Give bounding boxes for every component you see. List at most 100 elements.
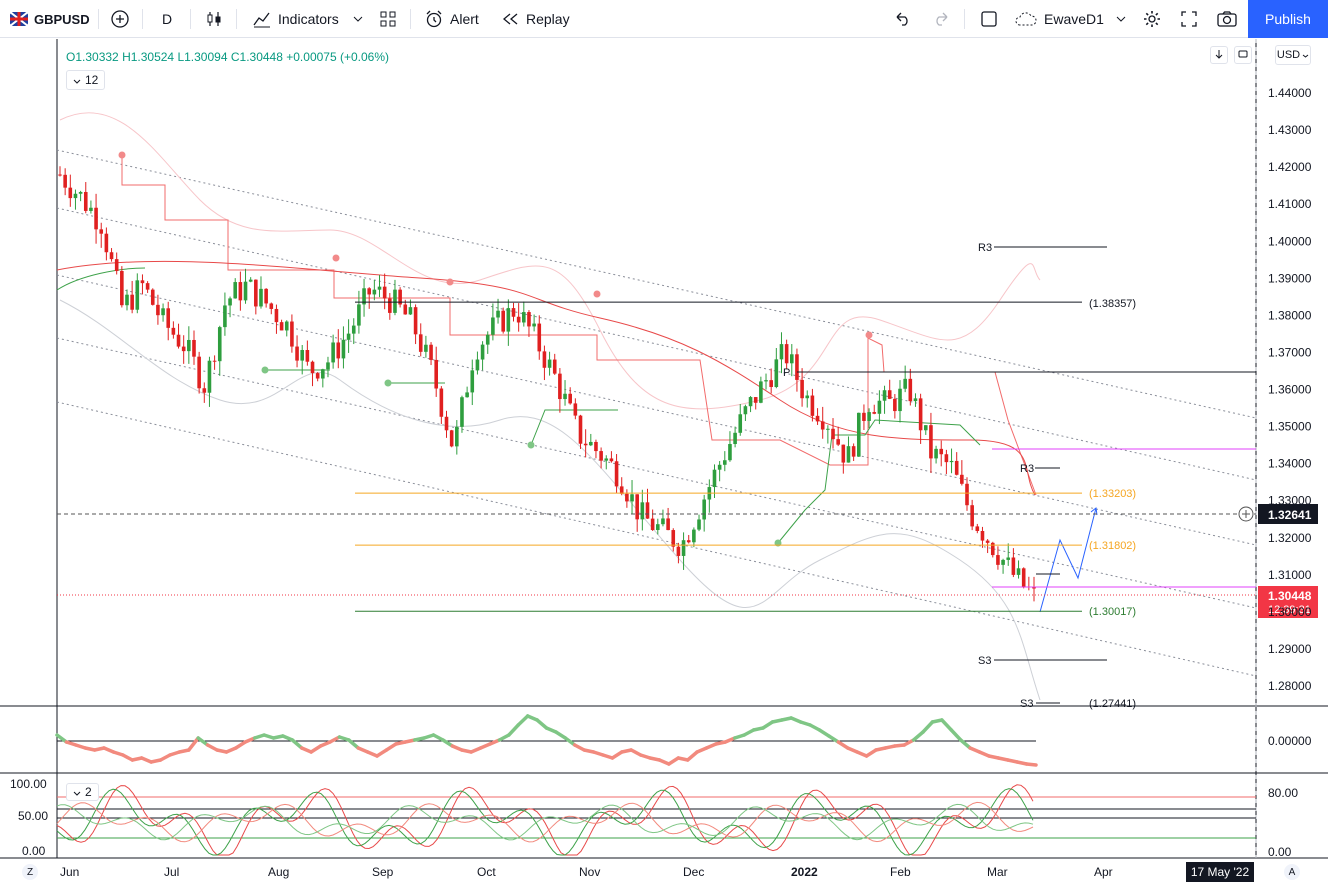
signal-dot: [261, 366, 269, 374]
candle-body: [341, 339, 346, 359]
chevron-down-icon: [1116, 16, 1126, 22]
templates-button[interactable]: [378, 0, 398, 38]
candle-body: [449, 430, 454, 447]
alert-label: Alert: [450, 11, 479, 27]
candle-body: [815, 415, 820, 422]
candle-body: [362, 288, 366, 305]
candle-body: [491, 317, 495, 335]
price-tick-label: 1.28000: [1268, 679, 1312, 693]
compare-button[interactable]: [110, 0, 130, 38]
publish-button[interactable]: Publish: [1248, 0, 1328, 38]
collapse-indicators-button[interactable]: 12: [66, 70, 106, 90]
osc1-segment: [507, 723, 521, 737]
osc1-segment: [441, 738, 455, 748]
collapse-osc-button[interactable]: 2: [66, 783, 99, 801]
candle-body: [893, 398, 897, 412]
candle-body: [898, 388, 902, 412]
osc1-segment: [761, 720, 775, 730]
auto-scale-button[interactable]: A: [1284, 864, 1300, 880]
layout-menu[interactable]: EwaveD1: [1014, 0, 1126, 38]
redo-icon: [932, 12, 950, 26]
candle-body: [975, 526, 980, 531]
candle-body: [207, 360, 212, 393]
candle-body: [109, 252, 114, 260]
osc1-segment: [836, 740, 850, 750]
alert-button[interactable]: Alert: [424, 0, 479, 38]
osc2-slow-line: [56, 801, 1034, 843]
candle-body: [738, 414, 743, 433]
osc1-segment: [158, 753, 172, 762]
candle-body: [357, 304, 361, 326]
snapshot-button[interactable]: [1216, 0, 1238, 38]
channel-line: [56, 274, 1257, 546]
currency-label: USD: [1276, 49, 1301, 61]
candle-body: [527, 312, 531, 327]
candle-body: [501, 310, 505, 332]
osc1-segment: [347, 738, 360, 750]
interval-label: D: [162, 11, 173, 27]
osc1-segment: [808, 723, 822, 732]
settings-button[interactable]: [1142, 0, 1162, 38]
candle-body: [929, 425, 933, 459]
undo-button[interactable]: [894, 0, 912, 38]
candle-body: [820, 421, 825, 430]
candle-body: [58, 174, 62, 176]
candle-body: [73, 193, 78, 199]
candle-body: [728, 444, 732, 461]
candle-body: [630, 494, 634, 502]
candle-body: [990, 542, 995, 556]
fullscreen-layout-button[interactable]: [980, 0, 998, 38]
maximize-pane-button[interactable]: [1234, 46, 1252, 64]
level-label: (1.33203): [1089, 488, 1136, 500]
redo-button[interactable]: [932, 0, 950, 38]
osc2-left-tick: 50.00: [18, 809, 48, 823]
channel-line: [56, 401, 1257, 677]
candle-body: [568, 393, 572, 404]
candle-body: [661, 518, 665, 525]
currency-button[interactable]: USD: [1275, 45, 1311, 65]
price-tick-label: 1.38000: [1268, 308, 1312, 322]
camera-icon: [1216, 10, 1238, 28]
candle-body: [161, 308, 165, 316]
candle-body: [166, 308, 171, 328]
candle-body: [94, 207, 98, 230]
candle-body: [516, 316, 521, 323]
candle-body: [1011, 557, 1016, 575]
price-tick-label: 1.43000: [1268, 123, 1312, 137]
osc2-left-tick: 100.00: [10, 777, 47, 791]
projection-arrow-icon: [1090, 507, 1098, 516]
candle-body: [841, 444, 846, 463]
candle-body: [63, 174, 67, 188]
time-tick-label: Aug: [268, 865, 289, 879]
chevron-down-icon: [73, 785, 81, 799]
candle-body: [882, 390, 887, 401]
candle-body: [537, 323, 542, 352]
fullscreen-button[interactable]: [1180, 0, 1198, 38]
top-toolbar: GBPUSD D Indicators Alert Replay EwaveD1: [0, 0, 1328, 38]
candle-body: [619, 486, 624, 494]
candle-body: [769, 380, 773, 388]
candle-body: [439, 388, 444, 417]
candle-body: [295, 346, 299, 361]
projection-wave: [1039, 507, 1097, 613]
indicators-button[interactable]: Indicators: [252, 0, 363, 38]
osc1-segment: [375, 748, 389, 758]
chart-type-button[interactable]: [204, 0, 224, 38]
candle-body: [985, 540, 990, 543]
candle-body: [908, 378, 913, 402]
osc1-segment: [685, 750, 699, 762]
candle-body: [949, 460, 954, 463]
candle-body: [480, 344, 485, 360]
scroll-down-button[interactable]: [1210, 46, 1228, 64]
crosshair-price-label: 1.32641: [1268, 508, 1312, 522]
replay-button[interactable]: Replay: [502, 0, 570, 38]
osc1-segment: [563, 736, 577, 747]
zoom-button[interactable]: Z: [22, 864, 38, 880]
interval-button[interactable]: D: [162, 0, 172, 38]
osc1-segment: [290, 738, 304, 750]
candle-body: [408, 307, 413, 315]
osc2-left-tick: 0.00: [22, 844, 46, 858]
symbol-search[interactable]: GBPUSD: [10, 0, 90, 38]
osc2-tick-label: 0.00: [1268, 845, 1292, 859]
